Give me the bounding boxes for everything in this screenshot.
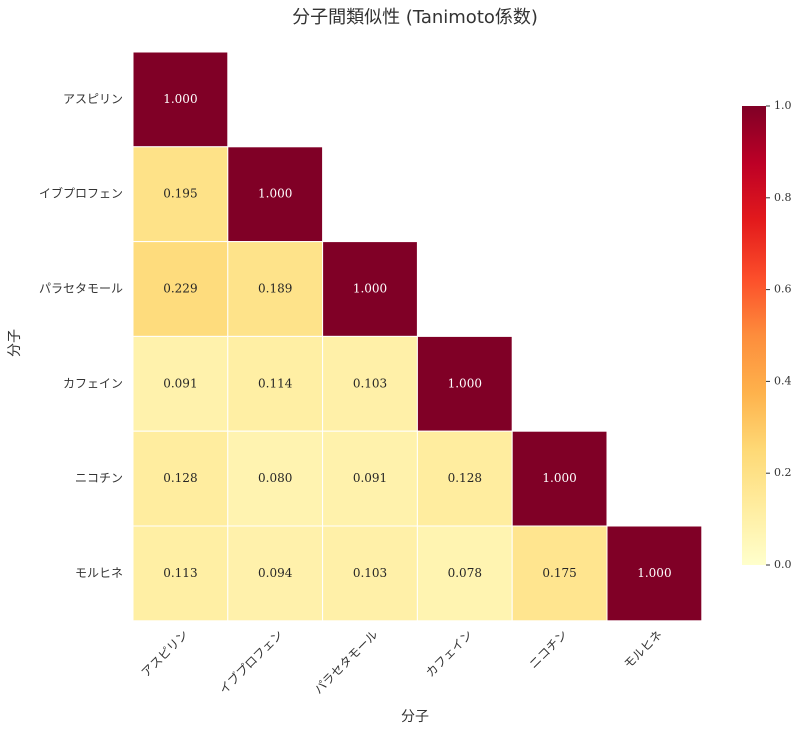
- cell-label: 1.000: [163, 92, 197, 106]
- colorbar: [742, 106, 766, 565]
- cell: [132, 51, 229, 148]
- y-tick-label: アスピリン: [63, 92, 123, 106]
- cell-label: 0.094: [258, 566, 293, 580]
- cell-label: 0.080: [258, 471, 292, 485]
- cell: [227, 241, 324, 337]
- cell: [322, 525, 418, 622]
- colorbar-tick-label: 1.0: [774, 99, 792, 112]
- cell-label: 0.113: [163, 566, 197, 580]
- cell: [227, 525, 324, 622]
- cell: [227, 335, 324, 432]
- cell-label: 0.103: [353, 566, 387, 580]
- cell: [322, 430, 418, 527]
- cell: [511, 430, 608, 527]
- cell: [132, 241, 229, 337]
- colorbar-tick-label: 0.2: [774, 466, 792, 479]
- cell: [227, 430, 324, 527]
- cell-label: 0.114: [258, 376, 293, 390]
- cell-label: 0.091: [163, 376, 197, 390]
- cell-label: 0.103: [353, 376, 387, 390]
- y-tick-label: イブプロフェン: [39, 186, 123, 201]
- colorbar-tick-label: 0.4: [774, 374, 792, 387]
- cell: [511, 525, 608, 622]
- x-tick-label: パラセタモール: [311, 627, 380, 696]
- x-tick-label: イブプロフェン: [216, 627, 286, 697]
- cell-label: 0.078: [448, 566, 482, 580]
- x-tick-label: ニコチン: [526, 627, 570, 671]
- cell-label: 1.000: [353, 282, 387, 296]
- y-tick-label: モルヒネ: [75, 566, 123, 580]
- colorbar-tick-label: 0.8: [774, 191, 792, 204]
- x-tick-label: アスピリン: [139, 627, 191, 679]
- cell: [132, 525, 229, 622]
- cell-label: 1.000: [258, 187, 292, 201]
- cell-label: 1.000: [637, 566, 671, 580]
- cell-label: 0.175: [542, 566, 576, 580]
- cell: [227, 146, 324, 243]
- y-tick-label: カフェイン: [63, 376, 123, 390]
- y-axis-label: 分子: [7, 329, 23, 357]
- x-tick-label: カフェイン: [423, 627, 475, 679]
- x-tick-label: モルヒネ: [621, 627, 665, 671]
- colorbar-tick-label: 0.6: [774, 283, 792, 296]
- cell-label: 0.229: [163, 282, 197, 296]
- y-tick-label: ニコチン: [75, 471, 123, 485]
- cell-label: 0.128: [163, 471, 197, 485]
- cell-label: 0.195: [163, 187, 197, 201]
- cell-label: 0.189: [258, 282, 292, 296]
- cell: [132, 146, 229, 243]
- cell: [606, 525, 703, 622]
- cell-label: 0.128: [448, 471, 482, 485]
- cell-label: 1.000: [448, 376, 482, 390]
- cell-label: 0.091: [353, 471, 387, 485]
- chart-title: 分子間類似性 (Tanimoto係数): [292, 7, 538, 28]
- cell: [416, 430, 513, 527]
- colorbar-tick-label: 0.0: [774, 558, 792, 571]
- y-tick-label: パラセタモール: [39, 282, 123, 296]
- cell-label: 1.000: [542, 471, 576, 485]
- x-axis-label: 分子: [401, 709, 429, 725]
- cell: [416, 335, 513, 432]
- cell: [322, 241, 418, 337]
- cell: [416, 525, 513, 622]
